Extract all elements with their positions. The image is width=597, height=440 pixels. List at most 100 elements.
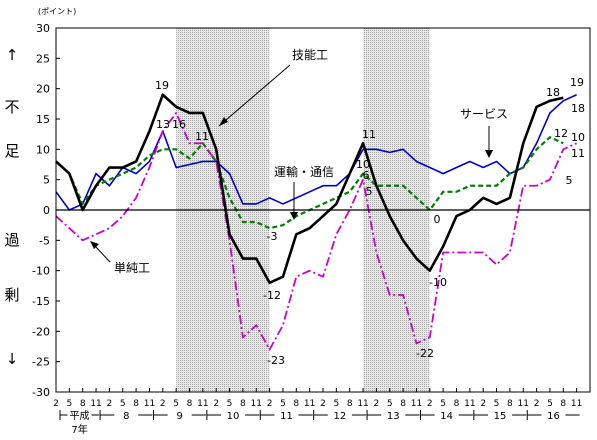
x-month-label: 2 — [160, 399, 166, 409]
y-tick-label: 0 — [43, 204, 50, 217]
data-label: -10 — [429, 276, 447, 289]
y-tick-label: 10 — [36, 143, 50, 156]
series-line — [55, 93, 564, 285]
x-month-label: 11 — [90, 399, 101, 409]
data-label: 13 — [156, 118, 170, 131]
x-month-label: 5 — [173, 399, 179, 409]
x-axis: 2 5 8 11 2 5 8 11 2 5 8 11 2 5 8 11 2 5 8 11 2 5 8 11 2 5 8 11 2 5 8 11… — [53, 388, 582, 436]
x-month-label: 11 — [304, 399, 315, 409]
x-month-label: 2 — [53, 399, 59, 409]
x-month-label: 8 — [240, 399, 246, 409]
x-year-label: 13 — [387, 411, 400, 422]
y-tick-label: -10 — [32, 265, 50, 278]
x-year-label: 10 — [227, 411, 240, 422]
arrow-head — [485, 150, 493, 158]
y-tick-label: -5 — [39, 234, 50, 247]
y-tick-label: 20 — [36, 83, 50, 96]
data-label: 18 — [546, 86, 560, 99]
side-label-char: 過 — [4, 231, 19, 249]
x-month-label: 8 — [347, 399, 353, 409]
x-month-label: 5 — [387, 399, 393, 409]
data-label: 11 — [195, 130, 209, 143]
x-month-label: 8 — [454, 399, 460, 409]
arrow-head — [219, 117, 228, 126]
x-month-label: 5 — [494, 399, 500, 409]
y-tick-label: -20 — [32, 325, 50, 338]
x-month-label: 2 — [213, 399, 219, 409]
x-month-label: 11 — [251, 399, 262, 409]
data-label: 5 — [366, 185, 373, 198]
x-month-label: 2 — [267, 399, 273, 409]
x-year-label: 16 — [547, 411, 560, 422]
x-month-label: 11 — [571, 399, 582, 409]
x-year-label: 14 — [440, 411, 453, 422]
x-month-label: 2 — [480, 399, 486, 409]
data-label: 19 — [570, 76, 584, 89]
x-year-label: 11 — [280, 411, 293, 422]
x-month-label: 8 — [80, 399, 86, 409]
x-month-label: 2 — [374, 399, 380, 409]
data-label: 0 — [434, 213, 441, 226]
x-month-label: 8 — [507, 399, 513, 409]
x-month-label: 5 — [440, 399, 446, 409]
x-year-label-2: 7年 — [71, 423, 87, 436]
annotation-arrow — [218, 64, 291, 127]
data-label: -12 — [263, 289, 281, 302]
series-lines — [55, 93, 578, 351]
data-label: 11 — [571, 147, 585, 160]
annotation-label: 運輸・通信 — [274, 164, 334, 179]
side-label-char: 足 — [4, 142, 19, 160]
x-month-label: 2 — [320, 399, 326, 409]
data-label: -3 — [267, 230, 278, 243]
x-year-label: 15 — [494, 411, 507, 422]
x-year-label: 8 — [123, 411, 129, 422]
data-label: -22 — [416, 347, 434, 360]
x-month-label: 11 — [357, 399, 368, 409]
x-month-label: 8 — [133, 399, 139, 409]
data-label: 6 — [363, 169, 370, 182]
x-month-label: 8 — [400, 399, 406, 409]
side-label-char: 剰 — [4, 286, 19, 304]
y-tick-label: -15 — [32, 295, 50, 308]
x-month-label: 5 — [66, 399, 72, 409]
x-month-label: 11 — [197, 399, 208, 409]
x-month-label: 11 — [464, 399, 475, 409]
x-month-label: 11 — [144, 399, 155, 409]
x-year-label: 9 — [176, 411, 182, 422]
y-tick-label: -30 — [32, 386, 50, 399]
x-month-label: 2 — [534, 399, 540, 409]
annotation-arrow — [94, 245, 111, 263]
unit-label: (ポイント) — [38, 7, 76, 16]
data-label: -23 — [267, 354, 285, 367]
data-label: 11 — [362, 128, 376, 141]
annotation-label: 単純工 — [114, 261, 150, 275]
annotation-label: 技能工 — [292, 48, 328, 62]
side-label-char: ↑ — [6, 46, 19, 64]
x-month-label: 8 — [187, 399, 193, 409]
series-line — [55, 112, 578, 351]
y-axis: 30 25 20 15 10 5 0 -5 -10 -15 -20 -25 -30 — [32, 22, 60, 399]
x-month-label: 8 — [293, 399, 299, 409]
y-tick-label: 15 — [36, 113, 50, 126]
arrow-head — [290, 212, 298, 220]
y-tick-label: 25 — [36, 52, 50, 65]
x-year-label: 平成 — [70, 410, 90, 422]
data-label: 19 — [155, 79, 169, 92]
x-month-label: 8 — [560, 399, 566, 409]
x-month-label: 5 — [120, 399, 126, 409]
x-month-label: 5 — [333, 399, 339, 409]
data-label: 18 — [571, 102, 585, 115]
x-month-label: 11 — [518, 399, 529, 409]
x-month-label: 5 — [227, 399, 233, 409]
data-label: 5 — [566, 174, 573, 187]
side-label-char: ↓ — [6, 350, 19, 368]
y-tick-label: -25 — [32, 356, 50, 369]
y-tick-label: 30 — [36, 22, 50, 35]
data-label: 10 — [356, 158, 370, 171]
x-month-label: 2 — [107, 399, 113, 409]
x-year-label: 12 — [333, 411, 346, 422]
